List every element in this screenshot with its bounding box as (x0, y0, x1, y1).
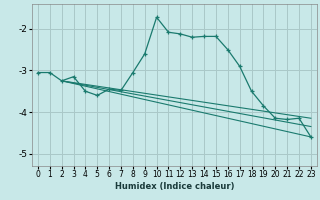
X-axis label: Humidex (Indice chaleur): Humidex (Indice chaleur) (115, 182, 234, 191)
